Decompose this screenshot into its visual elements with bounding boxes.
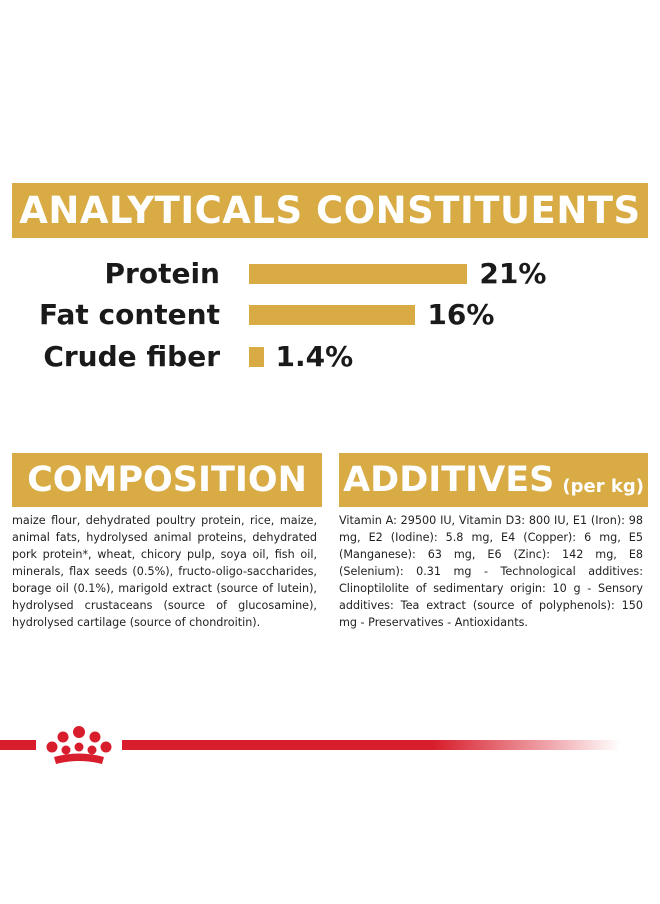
constituent-bar — [249, 264, 468, 284]
constituent-label: Protein — [104, 257, 220, 290]
composition-header: COMPOSITION — [12, 453, 322, 507]
crown-icon — [46, 726, 112, 764]
constituent-row-fat: Fat content 16% — [0, 295, 660, 335]
additives-text: Vitamin A: 29500 IU, Vitamin D3: 800 IU,… — [339, 514, 643, 629]
constituent-value: 21% — [479, 257, 547, 290]
constituent-row-protein: Protein 21% — [0, 254, 660, 294]
additives-header: ADDITIVES (per kg) — [339, 453, 648, 507]
composition-title: COMPOSITION — [27, 460, 307, 500]
constituent-value: 1.4% — [275, 340, 354, 373]
constituent-row-fiber: Crude fiber 1.4% — [0, 337, 660, 377]
constituent-value: 16% — [427, 298, 495, 331]
constituent-bar — [249, 305, 416, 325]
analytics-title: ANALYTICALS CONSTITUENTS — [19, 189, 641, 232]
constituent-label: Fat content — [39, 298, 220, 331]
brand-stripe — [0, 740, 620, 750]
composition-text: maize flour, dehydrated poultry protein,… — [12, 514, 317, 629]
additives-title-suffix: (per kg) — [562, 475, 644, 497]
analytics-banner: ANALYTICALS CONSTITUENTS — [12, 183, 648, 238]
brand-logo — [36, 723, 122, 771]
additives-title: ADDITIVES — [343, 460, 555, 500]
constituent-bar — [249, 347, 264, 367]
constituent-label: Crude fiber — [43, 340, 220, 373]
